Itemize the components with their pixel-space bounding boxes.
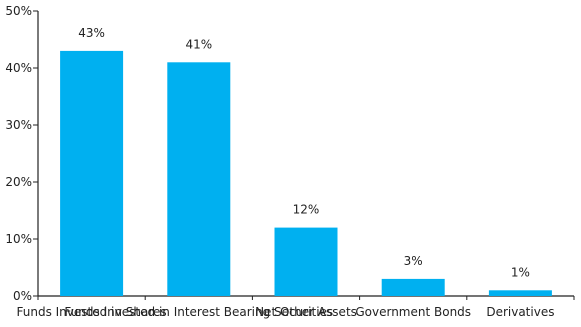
bar: [274, 227, 338, 296]
y-tick-label: 10%: [5, 232, 32, 246]
data-label: 43%: [78, 26, 105, 40]
data-label: 1%: [511, 265, 530, 279]
y-tick-label: 30%: [5, 118, 32, 132]
bars: [60, 50, 552, 297]
bar: [60, 50, 124, 297]
category-label: Derivatives: [486, 305, 554, 319]
data-label: 41%: [185, 37, 212, 51]
data-labels: 43% 41% 12% 3% 1%: [78, 26, 530, 279]
bar: [488, 290, 552, 296]
data-label: 3%: [404, 254, 423, 268]
category-label: Net Other Assets: [255, 305, 357, 319]
category-label: Government Bonds: [355, 305, 471, 319]
y-tick-label: 0%: [13, 289, 32, 303]
y-tick-label: 50%: [5, 4, 32, 18]
category-label: Funds Invested in Interest Bearing Secur…: [64, 305, 333, 319]
y-tick-label: 20%: [5, 175, 32, 189]
data-label: 12%: [293, 203, 320, 217]
bar: [167, 62, 231, 296]
bar: [381, 278, 445, 296]
y-axis: 0% 10% 20% 30% 40% 50%: [5, 4, 39, 303]
y-tick-label: 40%: [5, 61, 32, 75]
category-label: Funds Invested in Shares: [17, 305, 167, 319]
